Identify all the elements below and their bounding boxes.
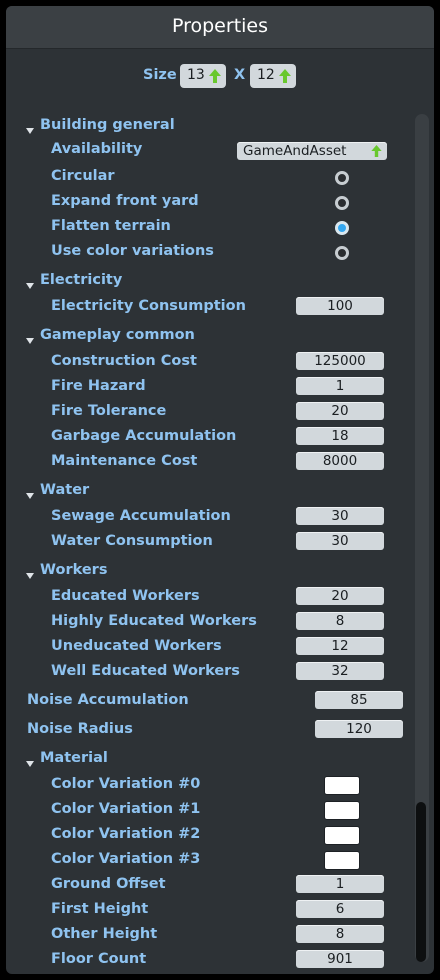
section-water[interactable]: Water bbox=[40, 482, 90, 498]
circular-toggle[interactable] bbox=[335, 171, 349, 185]
color-variation-1-label: Color Variation #1 bbox=[51, 801, 201, 817]
flatten-terrain-label: Flatten terrain bbox=[51, 218, 171, 234]
color-variation-2-label: Color Variation #2 bbox=[51, 826, 201, 842]
availability-label: Availability bbox=[51, 141, 143, 157]
title-bar[interactable]: Properties bbox=[6, 6, 434, 49]
water-consumption-input[interactable]: 30 bbox=[296, 532, 384, 550]
size-x-separator: X bbox=[234, 67, 246, 83]
circular-label: Circular bbox=[51, 168, 115, 184]
first-height-input[interactable]: 6 bbox=[296, 900, 384, 918]
educated-workers-input[interactable]: 20 bbox=[296, 587, 384, 605]
use-color-variations-toggle[interactable] bbox=[335, 246, 349, 260]
collapse-triangle-icon[interactable] bbox=[26, 283, 34, 289]
availability-value: GameAndAsset bbox=[243, 143, 347, 159]
uneducated-workers-input[interactable]: 12 bbox=[296, 637, 384, 655]
color-variation-3-swatch[interactable] bbox=[324, 851, 360, 870]
garbage-accumulation-input[interactable]: 18 bbox=[296, 427, 384, 445]
noise-radius-label: Noise Radius bbox=[27, 721, 133, 737]
section-building-general[interactable]: Building general bbox=[40, 117, 175, 133]
noise-accumulation-input[interactable]: 85 bbox=[315, 691, 403, 709]
expand-front-yard-toggle[interactable] bbox=[335, 196, 349, 210]
up-arrow-icon[interactable] bbox=[279, 69, 291, 83]
sewage-accumulation-label: Sewage Accumulation bbox=[51, 508, 231, 524]
fire-hazard-input[interactable]: 1 bbox=[296, 377, 384, 395]
other-height-input[interactable]: 8 bbox=[296, 925, 384, 943]
fire-hazard-label: Fire Hazard bbox=[51, 378, 146, 394]
availability-dropdown[interactable]: GameAndAsset bbox=[237, 142, 387, 160]
other-height-label: Other Height bbox=[51, 926, 158, 942]
color-variation-3-label: Color Variation #3 bbox=[51, 851, 201, 867]
size-height-stepper[interactable]: 12 bbox=[250, 64, 296, 88]
size-width-value: 13 bbox=[187, 67, 205, 83]
electricity-consumption-label: Electricity Consumption bbox=[51, 298, 246, 314]
size-label: Size bbox=[143, 67, 177, 83]
use-color-variations-label: Use color variations bbox=[51, 243, 214, 259]
section-material[interactable]: Material bbox=[40, 750, 108, 766]
fire-tolerance-label: Fire Tolerance bbox=[51, 403, 167, 419]
collapse-triangle-icon[interactable] bbox=[26, 761, 34, 767]
collapse-triangle-icon[interactable] bbox=[26, 128, 34, 134]
size-width-stepper[interactable]: 13 bbox=[180, 64, 226, 88]
size-height-value: 12 bbox=[257, 67, 275, 83]
floor-count-input[interactable]: 901 bbox=[296, 950, 384, 968]
up-arrow-icon bbox=[371, 145, 382, 157]
well-educated-workers-input[interactable]: 32 bbox=[296, 662, 384, 680]
collapse-triangle-icon[interactable] bbox=[26, 573, 34, 579]
noise-accumulation-label: Noise Accumulation bbox=[27, 692, 189, 708]
first-height-label: First Height bbox=[51, 901, 149, 917]
ground-offset-label: Ground Offset bbox=[51, 876, 166, 892]
panel-title: Properties bbox=[171, 15, 269, 37]
noise-radius-input[interactable]: 120 bbox=[315, 720, 403, 738]
color-variation-0-label: Color Variation #0 bbox=[51, 776, 201, 792]
color-variation-2-swatch[interactable] bbox=[324, 826, 360, 845]
construction-cost-label: Construction Cost bbox=[51, 353, 197, 369]
garbage-accumulation-label: Garbage Accumulation bbox=[51, 428, 237, 444]
well-educated-workers-label: Well Educated Workers bbox=[51, 663, 240, 679]
section-electricity[interactable]: Electricity bbox=[40, 272, 123, 288]
properties-panel: Properties Size 13 X 12 Building general… bbox=[6, 6, 434, 974]
color-variation-0-swatch[interactable] bbox=[324, 776, 360, 795]
water-consumption-label: Water Consumption bbox=[51, 533, 213, 549]
highly-educated-workers-label: Highly Educated Workers bbox=[51, 613, 257, 629]
floor-count-label: Floor Count bbox=[51, 951, 147, 967]
section-workers[interactable]: Workers bbox=[40, 562, 108, 578]
scrollbar-thumb[interactable] bbox=[416, 802, 426, 962]
educated-workers-label: Educated Workers bbox=[51, 588, 200, 604]
expand-front-yard-label: Expand front yard bbox=[51, 193, 199, 209]
sewage-accumulation-input[interactable]: 30 bbox=[296, 507, 384, 525]
construction-cost-input[interactable]: 125000 bbox=[296, 352, 384, 370]
up-arrow-icon[interactable] bbox=[209, 69, 221, 83]
electricity-consumption-input[interactable]: 100 bbox=[296, 297, 384, 315]
collapse-triangle-icon[interactable] bbox=[26, 493, 34, 499]
fire-tolerance-input[interactable]: 20 bbox=[296, 402, 384, 420]
maintenance-cost-input[interactable]: 8000 bbox=[296, 452, 384, 470]
ground-offset-input[interactable]: 1 bbox=[296, 875, 384, 893]
flatten-terrain-toggle[interactable] bbox=[335, 221, 349, 235]
uneducated-workers-label: Uneducated Workers bbox=[51, 638, 222, 654]
scrollbar-track[interactable] bbox=[415, 114, 429, 962]
maintenance-cost-label: Maintenance Cost bbox=[51, 453, 198, 469]
collapse-triangle-icon[interactable] bbox=[26, 338, 34, 344]
highly-educated-workers-input[interactable]: 8 bbox=[296, 612, 384, 630]
color-variation-1-swatch[interactable] bbox=[324, 801, 360, 820]
section-gameplay-common[interactable]: Gameplay common bbox=[40, 327, 195, 343]
